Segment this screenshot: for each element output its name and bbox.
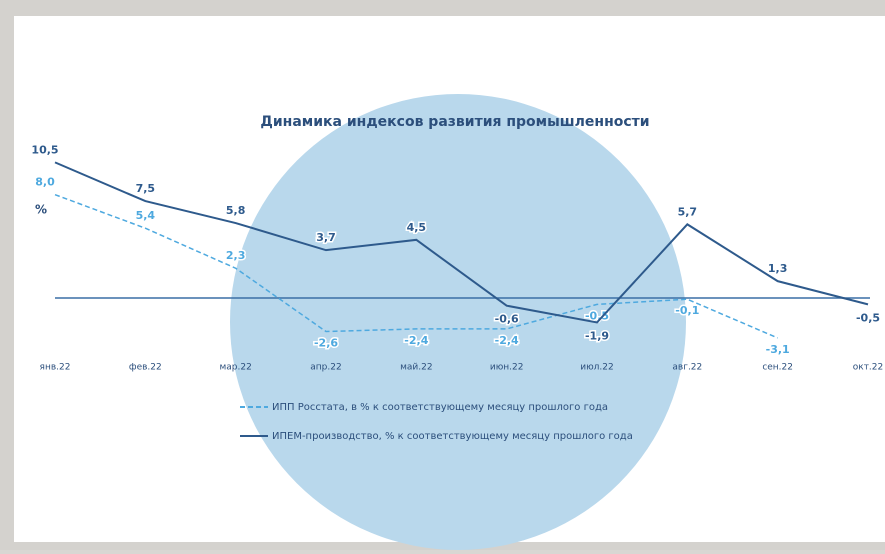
x-tick-label: янв.22 [40,363,71,373]
data-label: 7,5 [136,182,156,195]
data-label: 5,8 [226,204,246,217]
series-line [54,161,869,324]
data-label: -2,4 [495,334,519,347]
data-label: 10,5 [31,143,58,156]
data-label: 4,5 [407,221,427,234]
series-line [54,193,778,339]
legend-label: ИПП Росстата, в % к соответствующему мес… [272,402,608,413]
data-label: -0,6 [495,313,519,326]
legend-label: ИПЕМ-производство, % к соответствующему … [272,431,633,442]
y-axis-label: % [35,203,47,217]
data-label: 2,3 [226,249,246,262]
data-label: 5,4 [136,209,156,222]
x-tick-label: окт.22 [853,363,884,373]
x-tick-label: мар.22 [219,363,251,373]
data-label: -0,5 [585,309,609,322]
x-tick-label: фев.22 [129,363,162,373]
data-label: -0,1 [675,304,699,317]
logo-circle [230,94,686,550]
data-label: -2,4 [404,334,428,347]
data-label: -3,1 [766,343,790,356]
data-label: -2,6 [314,337,338,350]
x-tick-label: июл.22 [580,363,614,373]
data-label: 5,7 [678,205,698,218]
x-tick-label: авг.22 [672,363,702,373]
data-label: 3,7 [316,231,336,244]
x-tick-label: июн.22 [490,363,524,373]
data-label: 8,0 [35,176,55,189]
data-label: -0,5 [856,311,880,324]
chart-title: Динамика индексов развития промышленност… [260,114,649,130]
x-tick-label: апр.22 [310,363,341,373]
x-tick-label: май.22 [400,363,432,373]
data-label: -1,9 [585,329,609,342]
x-tick-label: сен.22 [762,363,793,373]
data-label: 1,3 [768,262,788,275]
